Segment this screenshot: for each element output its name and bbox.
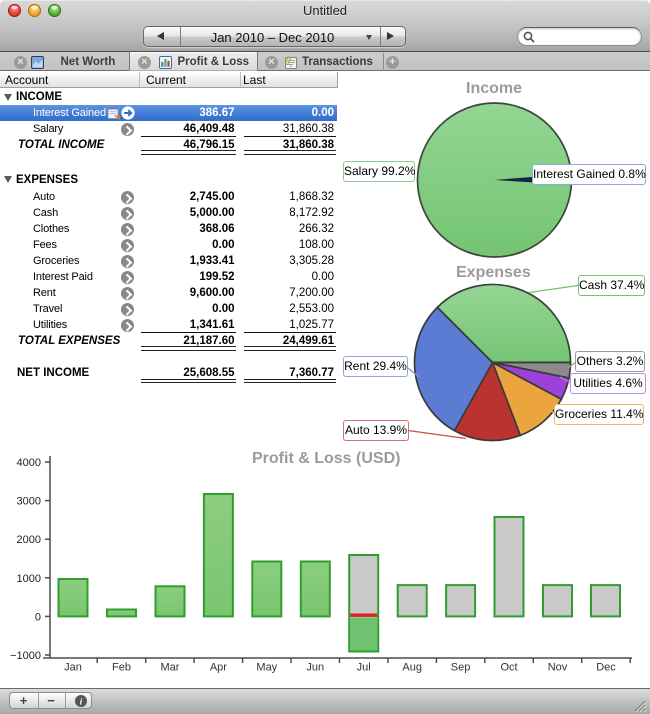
svg-text:Feb: Feb xyxy=(112,662,131,674)
svg-text:Jan: Jan xyxy=(64,662,82,674)
svg-text:4000: 4000 xyxy=(17,457,41,469)
svg-text:Nov: Nov xyxy=(548,662,568,674)
svg-text:Sep: Sep xyxy=(451,662,471,674)
svg-text:2000: 2000 xyxy=(17,534,41,546)
svg-text:0: 0 xyxy=(35,611,41,623)
svg-text:Dec: Dec xyxy=(596,662,616,674)
svg-text:Apr: Apr xyxy=(210,662,227,674)
svg-text:May: May xyxy=(256,662,277,674)
svg-text:Jul: Jul xyxy=(357,662,371,674)
svg-text:−1000: −1000 xyxy=(10,650,41,662)
svg-text:1000: 1000 xyxy=(17,573,41,585)
svg-text:Aug: Aug xyxy=(402,662,422,674)
svg-text:i: i xyxy=(80,697,83,707)
svg-text:Jun: Jun xyxy=(306,662,324,674)
svg-text:Mar: Mar xyxy=(161,662,180,674)
svg-text:3000: 3000 xyxy=(17,496,41,508)
svg-text:Oct: Oct xyxy=(500,662,517,674)
